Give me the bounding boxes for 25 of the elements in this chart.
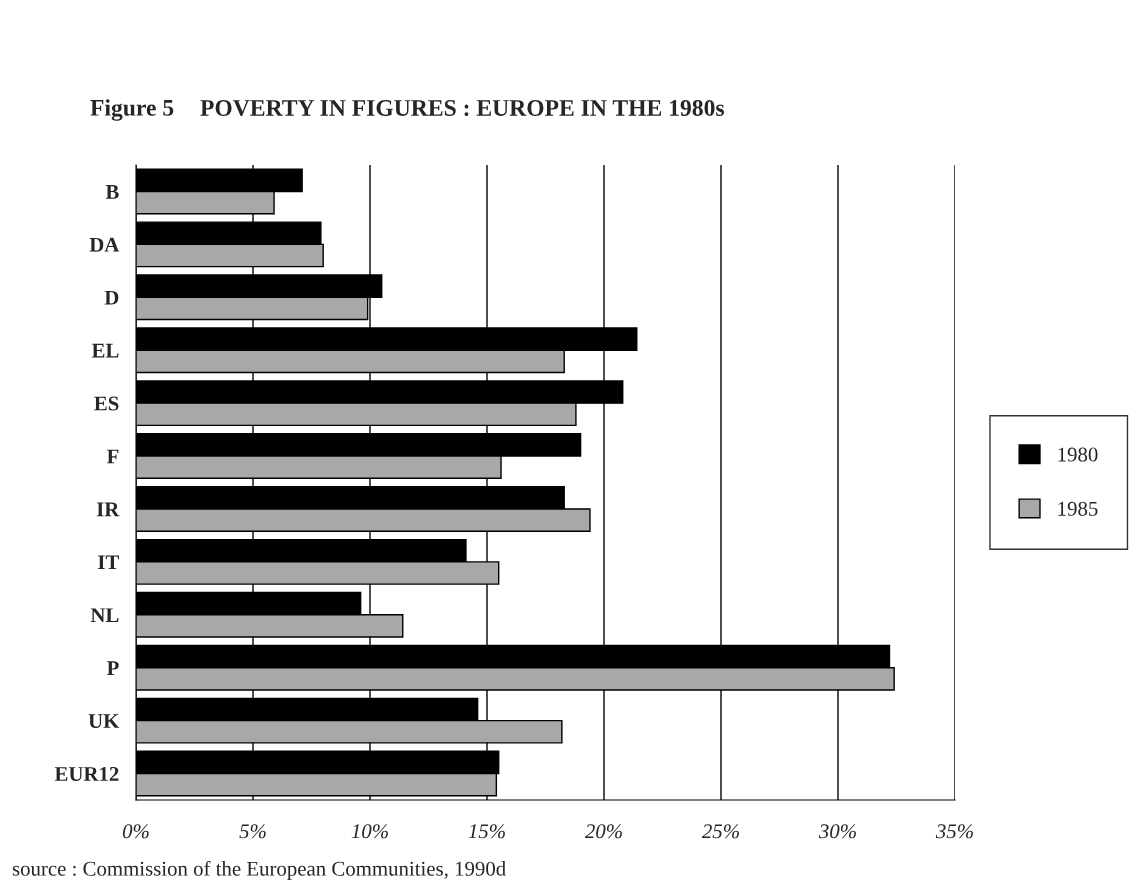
y-tick-label: B	[105, 185, 119, 199]
legend-label: 1980	[1058, 447, 1098, 462]
x-tick-label: 35%	[935, 824, 973, 839]
x-tick-label: 30%	[818, 824, 856, 839]
y-tick-label: ES	[94, 396, 119, 411]
chart-title: POVERTY IN FIGURES : EUROPE IN THE 1980s	[200, 99, 725, 117]
y-tick-label: UK	[88, 714, 120, 729]
y-tick-label: F	[106, 449, 119, 464]
y-tick-label: IT	[98, 555, 120, 570]
caption: Figure 5	[90, 99, 174, 121]
x-tick-label: 25%	[701, 824, 739, 839]
y-tick-label: P	[106, 661, 119, 675]
y-tick-label: EL	[91, 343, 119, 358]
legend-label: 1985	[1058, 501, 1098, 516]
y-tick-label: D	[104, 290, 119, 305]
source-note: source : Commission of the European Communities, 1990d	[12, 860, 506, 880]
y-tick-label: EUR12	[54, 766, 119, 781]
y-tick-label: DA	[89, 237, 120, 252]
y-tick-label: IR	[96, 502, 120, 517]
x-tick-label: 10%	[351, 824, 388, 839]
x-tick-label: 5%	[239, 824, 266, 839]
x-tick-label: 0%	[122, 824, 149, 839]
y-tick-label: NL	[90, 608, 119, 623]
x-tick-label: 20%	[584, 824, 622, 839]
x-tick-label: 15%	[468, 824, 505, 839]
